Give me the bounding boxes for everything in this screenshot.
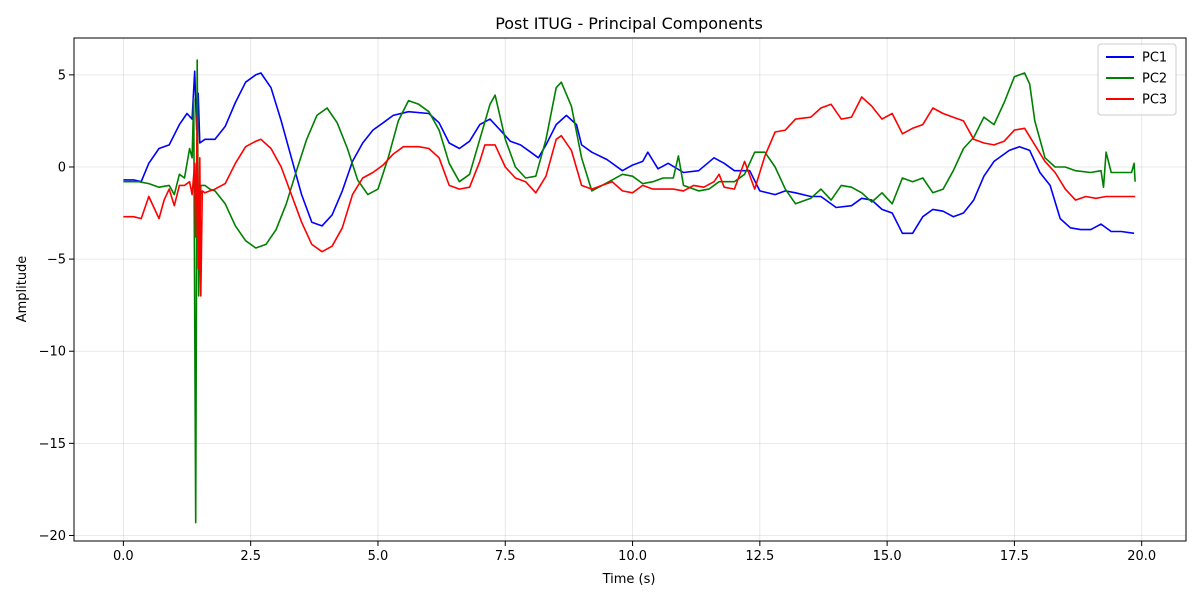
legend-label: PC3	[1142, 93, 1167, 108]
x-tick-label: 5.0	[368, 549, 389, 564]
series-line-pc1	[123, 70, 1135, 235]
y-tick-label: −10	[39, 345, 66, 360]
y-tick-label: −5	[47, 253, 66, 268]
y-tick-label: −20	[39, 529, 66, 544]
x-tick-label: 12.5	[745, 549, 774, 564]
x-tick-label: 7.5	[495, 549, 516, 564]
legend: PC1 PC2 PC3	[1097, 43, 1177, 116]
x-tick-label: 0.0	[113, 549, 134, 564]
grid-lines	[74, 38, 1186, 541]
x-axis-label: Time (s)	[602, 572, 656, 587]
y-axis: 5 0 −5 −10 −15 −20	[39, 68, 74, 544]
series-lines	[123, 59, 1136, 524]
x-tick-label: 10.0	[618, 549, 647, 564]
y-tick-label: 5	[58, 68, 66, 83]
x-tick-label: 2.5	[240, 549, 261, 564]
legend-label: PC1	[1142, 51, 1167, 66]
series-line-pc2	[123, 59, 1136, 524]
x-tick-label: 15.0	[873, 549, 902, 564]
x-tick-label: 20.0	[1127, 549, 1156, 564]
chart-title: Post ITUG - Principal Components	[495, 14, 763, 33]
x-axis: 0.0 2.5 5.0 7.5 10.0 12.5 15.0 17.5 20.0	[113, 541, 1156, 564]
y-tick-label: 0	[58, 160, 66, 175]
plot-frame	[73, 37, 1187, 542]
legend-box	[1097, 43, 1177, 116]
y-tick-label: −15	[39, 437, 66, 452]
x-tick-label: 17.5	[1000, 549, 1029, 564]
legend-label: PC2	[1142, 72, 1167, 87]
y-axis-label: Amplitude	[15, 256, 30, 323]
series-line-pc3	[123, 96, 1136, 297]
